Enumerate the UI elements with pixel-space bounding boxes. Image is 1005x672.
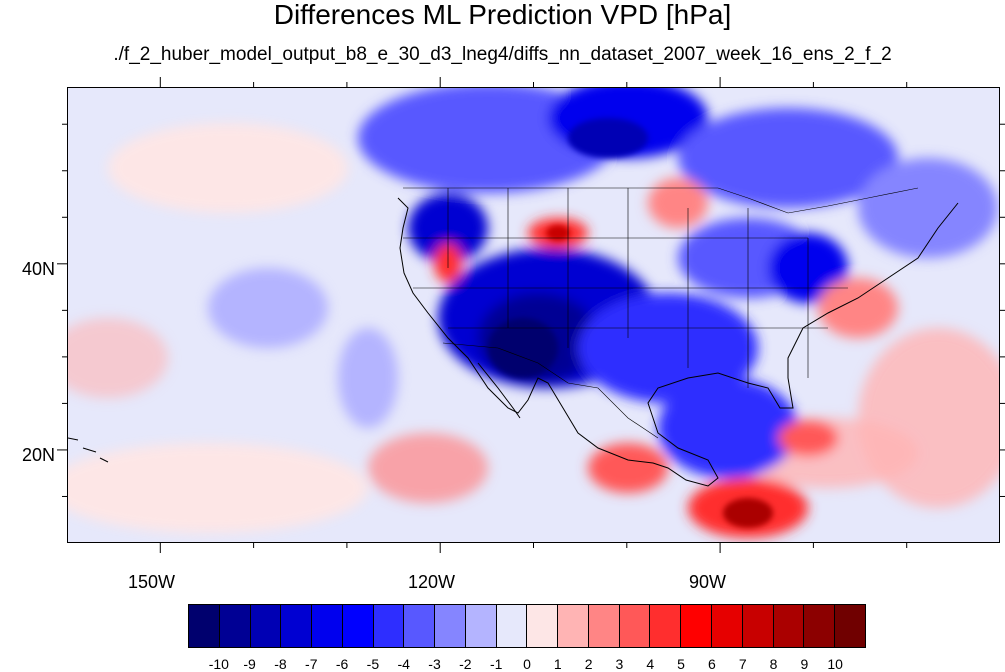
colorbar-swatch <box>189 605 220 647</box>
colorbar-swatch <box>650 605 682 647</box>
colorbar-swatch <box>619 605 651 647</box>
anomaly-field <box>68 88 999 538</box>
colorbar-tick-label: 8 <box>769 656 778 672</box>
positive-region <box>108 123 348 213</box>
colorbar-tick-label: 5 <box>677 656 685 672</box>
map-panel <box>67 87 1000 543</box>
lat-label-40n: 40N <box>22 259 56 279</box>
lat-label-20n: 20N <box>22 445 56 465</box>
colorbar-swatch <box>835 605 865 647</box>
colorbar-tick-label: 3 <box>615 656 624 672</box>
negative-region <box>678 108 898 208</box>
colorbar-tick-label: -4 <box>397 656 410 672</box>
positive-region <box>648 178 708 228</box>
us-canada-border <box>403 187 919 214</box>
anomaly-cores <box>488 118 773 528</box>
negative-region <box>578 293 758 403</box>
colorbar-swatch <box>342 605 374 647</box>
colorbar-tick-label: -3 <box>428 656 441 672</box>
us-mexico-border <box>442 342 659 439</box>
colorbar-tick-label: -10 <box>208 656 229 672</box>
colorbar-tick-label: 0 <box>523 656 531 672</box>
positive-core <box>723 498 773 528</box>
colorbar-tick-label: -5 <box>366 656 380 672</box>
positive-region <box>368 433 488 503</box>
colorbar-tick-label: -9 <box>243 656 256 672</box>
positive-region <box>778 420 838 456</box>
colorbar-tick-label: 7 <box>738 656 747 672</box>
positive-region <box>68 443 368 533</box>
colorbar-swatch <box>496 605 528 647</box>
colorbar-tick-label: -6 <box>335 656 349 672</box>
negative-core <box>488 318 558 378</box>
colorbar-swatch <box>681 605 713 647</box>
colorbar-tick-label: 9 <box>800 656 809 672</box>
colorbar-swatch <box>804 605 836 647</box>
colorbar-swatch <box>712 605 743 647</box>
colorbar-tick-label: -2 <box>459 656 472 672</box>
chart-title: Differences ML Prediction VPD [hPa] <box>273 0 732 30</box>
colorbar-swatch <box>527 605 559 647</box>
lon-label-150w: 150W <box>128 572 176 592</box>
negative-region <box>338 328 398 428</box>
colorbar-swatch <box>312 605 343 647</box>
lon-label-120w: 120W <box>408 572 456 592</box>
colorbar-swatch <box>558 605 589 647</box>
colorbar-swatch <box>435 605 466 647</box>
vpd-difference-map <box>68 88 999 542</box>
colorbar-swatch <box>404 605 436 647</box>
baja-coast <box>477 362 521 419</box>
colorbar-tick-label: -8 <box>274 656 287 672</box>
colorbar-tick-label: -7 <box>305 656 318 672</box>
colorbar <box>188 604 866 648</box>
colorbar-tick-label: 4 <box>646 656 655 672</box>
colorbar-swatch <box>588 605 620 647</box>
colorbar-tick-label: 2 <box>584 656 593 672</box>
coastlines <box>68 197 959 487</box>
colorbar-swatch <box>373 605 405 647</box>
chart-subtitle: ./f_2_huber_model_output_b8_e_30_d3_lneg… <box>113 44 892 65</box>
state-border <box>403 237 848 329</box>
colorbar-tick-label: 1 <box>553 656 562 672</box>
colorbar-swatch <box>219 605 251 647</box>
north-america-coast <box>397 197 959 487</box>
colorbar-tick-label: 6 <box>708 656 716 672</box>
positive-core <box>546 225 570 241</box>
colorbar-swatch <box>250 605 282 647</box>
colorbar-swatch <box>281 605 313 647</box>
political-borders <box>403 187 919 439</box>
negative-region <box>658 378 798 478</box>
colorbar-tick-label: -1 <box>489 656 503 672</box>
negative-region <box>858 158 998 258</box>
negative-core <box>568 118 648 158</box>
lon-label-90w: 90W <box>689 572 727 592</box>
colorbar-swatch <box>773 605 805 647</box>
positive-region <box>68 318 168 398</box>
hawaii-islands <box>68 437 109 463</box>
colorbar-swatch <box>465 605 497 647</box>
positive-region <box>818 278 898 338</box>
positive-region <box>588 443 668 493</box>
negative-region <box>208 268 328 348</box>
colorbar-tick-label: 10 <box>827 656 843 672</box>
colorbar-swatch <box>742 605 774 647</box>
